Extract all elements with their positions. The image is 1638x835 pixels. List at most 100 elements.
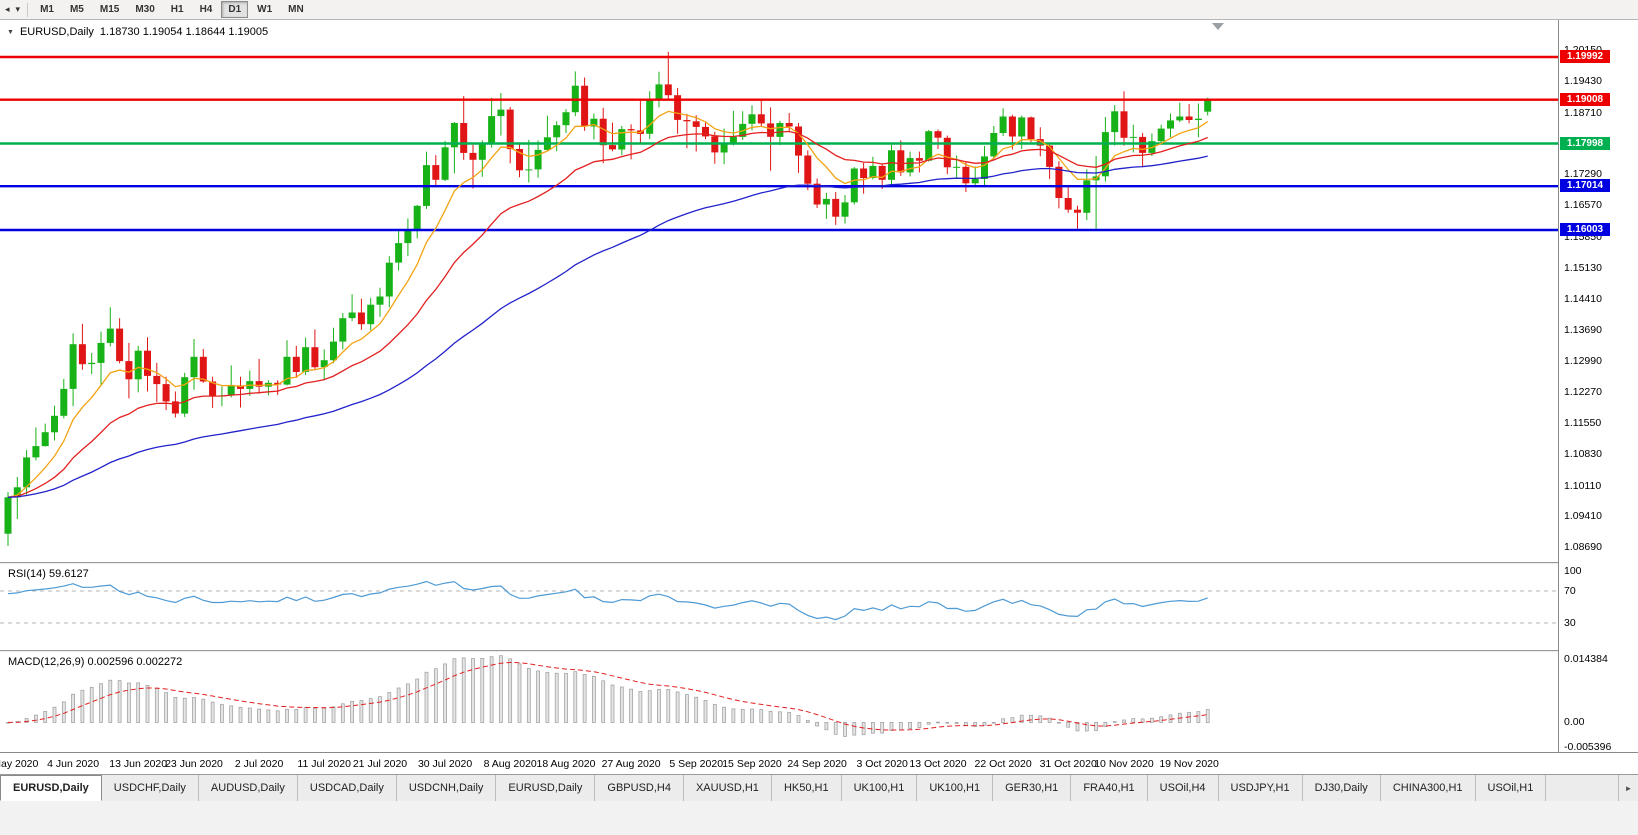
chart-tab-uk100-h1[interactable]: UK100,H1 [841,775,918,801]
timeframe-button-w1[interactable]: W1 [257,4,273,15]
timeframe-button-m15[interactable]: M15 [99,4,120,15]
date-label: 31 Oct 2020 [1039,758,1097,770]
price-line-badge[interactable]: 1.19992 [1560,50,1610,63]
chart-tab-list: EURUSD,Daily USDCHF,Daily AUDUSD,Daily USDC… [0,775,1618,801]
price-axis-label: 1.08690 [1564,541,1602,554]
chart-tab-hk50-h1[interactable]: HK50,H1 [771,775,842,801]
macd-axis-label: 0.00 [1564,716,1585,729]
price-axis-label: 1.15130 [1564,261,1602,274]
chart-window: ▼ EURUSD,Daily 1.18730 1.19054 1.18644 1… [0,20,1638,774]
chart-tab-china300-h1[interactable]: CHINA300,H1 [1380,775,1476,801]
chart-tab-dj30-daily[interactable]: DJ30,Daily [1302,775,1381,801]
timeframe-button-m30[interactable]: M30 [135,4,155,15]
price-axis-label: 1.16570 [1564,199,1602,212]
pane-splitter[interactable] [0,650,1638,652]
price-axis-label: 1.19430 [1564,75,1602,88]
date-label: 19 Nov 2020 [1159,758,1219,770]
price-axis-label: 1.12270 [1564,385,1602,398]
pane-splitter[interactable] [0,562,1638,564]
chart-tab-usoil-h1[interactable]: USOil,H1 [1475,775,1547,801]
date-label: 13 Oct 2020 [909,758,967,770]
date-label: 24 Sep 2020 [787,758,847,770]
timeframe-button-m1[interactable]: M1 [40,4,54,15]
tab-scroll-right-icon[interactable]: ► [1618,775,1638,801]
price-axis-label: 1.09410 [1564,509,1602,522]
timeframe-button-d1[interactable]: D1 [221,1,249,18]
chart-tab-eurusd-daily[interactable]: EURUSD,Daily [0,775,102,801]
toolbar-separator [27,2,29,17]
moving-average-slow [7,155,1208,498]
chart-tab-usdjpy-h1[interactable]: USDJPY,H1 [1218,775,1303,801]
rsi-indicator-label: RSI(14) 59.6127 [8,568,89,580]
chart-tab-usoil-h4[interactable]: USOil,H4 [1147,775,1219,801]
chart-tab-usdcnh-daily[interactable]: USDCNH,Daily [396,775,497,801]
chart-tab-audusd-daily[interactable]: AUDUSD,Daily [198,775,298,801]
price-axis-label: 1.14410 [1564,293,1602,306]
timeframe-button-mn[interactable]: MN [288,4,304,15]
price-axis[interactable]: 1.201501.194301.187101.179901.172901.165… [1558,20,1638,753]
horizontal-lines-layer [0,55,1558,232]
candles-layer [4,51,1212,546]
chart-title-ohlc: 1.18730 1.19054 1.18644 1.19005 [99,26,269,38]
date-label: 3 Oct 2020 [856,758,908,770]
chart-tab-usdcad-daily[interactable]: USDCAD,Daily [297,775,397,801]
price-axis-label: 1.18710 [1564,106,1602,119]
chart-tab-xauusd-h1[interactable]: XAUUSD,H1 [683,775,772,801]
chart-tab-ger30-h1[interactable]: GER30,H1 [993,775,1072,801]
macd-axis-label: -0.005396 [1564,741,1612,753]
chart-tab-bar: EURUSD,Daily USDCHF,Daily AUDUSD,Daily USDC… [0,774,1638,801]
date-label: 30 Jul 2020 [417,758,473,770]
rsi-line [7,580,1208,621]
date-label: 2 Jul 2020 [234,758,284,770]
date-label: 22 Oct 2020 [974,758,1032,770]
moving-average-fast [7,110,1209,498]
rsi-axis-label: 100 [1564,565,1582,577]
chart-tab-uk100-h1[interactable]: UK100,H1 [917,775,994,801]
price-line-badge[interactable]: 1.17998 [1560,136,1610,150]
timeframe-button-h4[interactable]: H4 [199,4,213,15]
rsi-pane[interactable] [0,564,1558,650]
macd-indicator-label: MACD(12,26,9) 0.002596 0.002272 [8,656,183,668]
price-line-badge[interactable]: 1.19008 [1560,92,1610,106]
date-label: 5 Sep 2020 [669,758,724,770]
price-line-badge[interactable]: 1.16003 [1560,223,1610,236]
date-label: 4 Jun 2020 [47,758,100,770]
timeframe-button-m5[interactable]: M5 [69,4,84,15]
date-label: 8 Aug 2020 [483,758,537,770]
timeframe-button-h1[interactable]: H1 [170,4,184,15]
price-line-badge[interactable]: 1.17014 [1560,179,1610,193]
date-label: 10 Nov 2020 [1094,758,1154,770]
timeframe-buttons: M1 M5 M15 M30 H1 H4 D1 W1 MN [32,0,312,19]
chart-shift-marker-icon[interactable] [1212,23,1224,30]
moving-average-mid [7,130,1208,498]
price-chart[interactable] [0,20,1558,562]
date-label: 27 Aug 2020 [601,758,661,770]
price-axis-label: 1.17290 [1564,168,1602,181]
collapse-indicator-icon[interactable]: ▼ [7,28,14,36]
date-label: 15 Sep 2020 [722,758,782,770]
chart-tab-gbpusd-h4[interactable]: GBPUSD,H4 [595,775,684,801]
chart-title: ▼ EURUSD,Daily 1.18730 1.19054 1.18644 1… [7,26,268,38]
date-label: 26 May 2020 [0,758,39,770]
toolbar-dropdown-icon[interactable]: ▾ [15,4,21,14]
date-label: 13 Jun 2020 [109,758,168,770]
date-label: 11 Jul 2020 [297,758,351,770]
timeframes-toolbar: ◂ ▾ M1 M5 M15 M30 H1 H4 D1 W1 MN [0,0,1638,20]
macd-pane[interactable] [0,652,1558,752]
price-axis-label: 1.10830 [1564,448,1602,461]
macd-histogram [6,655,1210,737]
toolbar-overflow-icon[interactable]: ◂ [5,4,10,14]
chart-tab-eurusd-daily[interactable]: EURUSD,Daily [496,775,596,801]
chart-title-symbol: EURUSD,Daily [19,26,94,38]
chart-tab-fra40-h1[interactable]: FRA40,H1 [1071,775,1148,801]
macd-signal-line [7,661,1208,731]
chart-tab-usdchf-daily[interactable]: USDCHF,Daily [101,775,199,801]
macd-axis-label: 0.014384 [1564,653,1608,665]
date-label: 23 Jun 2020 [165,758,223,770]
rsi-axis-label: 30 [1564,617,1576,629]
rsi-axis-label: 70 [1564,585,1576,597]
date-label: 21 Jul 2020 [352,758,408,770]
date-label: 18 Aug 2020 [536,758,596,770]
